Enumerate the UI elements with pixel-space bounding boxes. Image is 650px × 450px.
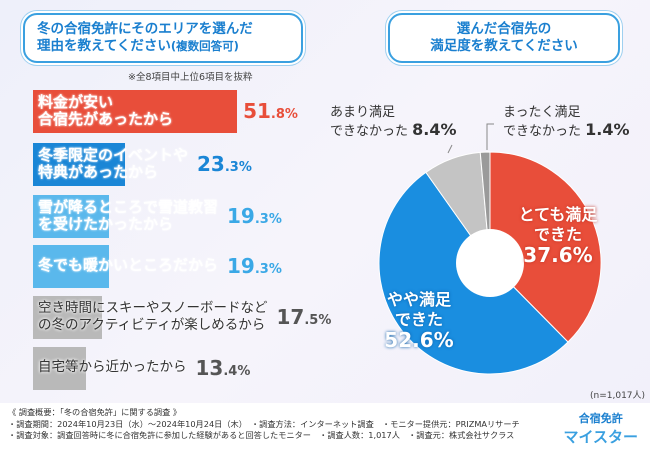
title-suffix: (複数回答可): [170, 39, 239, 53]
bar-value: 19.3%: [227, 204, 282, 228]
left-chart-title: 冬の合宿免許にそのエリアを選んだ 理由を教えてください(複数回答可): [23, 13, 303, 63]
leader-line: [486, 123, 494, 150]
bar: [33, 347, 86, 390]
bar-label-line: の冬のアクティビティが楽しめるから: [38, 317, 266, 333]
right-chart-title: 選んだ合宿先の 満足度を教えてください: [388, 13, 620, 63]
pie-label-very-satisfied: とても満足 できた 37.6%: [518, 205, 598, 267]
bar-label-line: 自宅等から近かったから: [38, 359, 187, 375]
bar-label: 冬でも暖かいところだから: [38, 257, 218, 274]
footer-line: ・調査対象：調査回答時に冬に合宿免許に参加した経験があると回答したモニター ・調…: [8, 430, 515, 440]
sample-size: (n=1,017人): [590, 391, 646, 401]
bar-label: 空き時間にスキーやスノーボードなど の冬のアクティビティが楽しめるから: [38, 300, 268, 334]
pie-label-somewhat-dissatisfied: あまり満足 できなかった 8.4%: [330, 105, 457, 139]
pie-slice: [489, 151, 602, 343]
title-line: 満足度を教えてください: [430, 38, 578, 54]
bar: [33, 296, 102, 339]
bar-label-line: 料金が安い: [38, 93, 114, 111]
bar-label: 料金が安い 合宿先があったから: [38, 94, 173, 128]
footer-line: ・調査期間：2024年10月23日（水）～2024年10月24日（木） ・調査方…: [8, 418, 520, 429]
bar-label: 雪が降るところで雪道教習 を受けたかったから: [38, 199, 218, 233]
bar: [33, 90, 238, 133]
bar-value: 23.3%: [197, 152, 252, 176]
bar-label-line: 冬でも暖かいところだから: [38, 256, 219, 274]
pie-label-very-dissatisfied: まったく満足 できなかった 1.4%: [503, 105, 630, 139]
bar-label: 冬季限定のイベントや 特典があったから: [38, 147, 188, 181]
bar-label-line: 空き時間にスキーやスノーボードなど: [38, 300, 268, 316]
bar-label-line: 合宿先があったから: [38, 110, 174, 128]
bar-value: 13.4%: [195, 356, 251, 380]
bar-label-line: を受けたかったから: [38, 215, 174, 233]
bar: [33, 143, 125, 186]
bar: [33, 245, 110, 288]
title-line: 選んだ合宿先の: [456, 21, 552, 37]
footer-line: 《 調査概要：「冬の合宿免許」に関する調査 》: [8, 407, 182, 417]
note: ※全8項目中上位6項目を抜粋: [128, 72, 253, 83]
bar: [33, 195, 110, 238]
title-line: 冬の合宿免許にそのエリアを選んだ: [37, 21, 253, 37]
bar-label-line: 特典があったから: [38, 163, 159, 181]
bar-label: 自宅等から近かったから: [38, 359, 187, 376]
logo: 合宿免許 マイスター: [563, 412, 638, 446]
bar-value: 17.5%: [276, 305, 332, 329]
bar-value: 19.3%: [227, 254, 282, 278]
survey-footer: 《 調査概要：「冬の合宿免許」に関する調査 》 ・調査期間：2024年10月23…: [0, 403, 650, 450]
title-line: 理由を教えてください: [37, 38, 171, 54]
bar-value: 51.8%: [243, 99, 298, 123]
leader-line: [447, 144, 453, 154]
bar-label-line: 冬季限定のイベントや: [38, 146, 189, 164]
donut-hole: [456, 229, 524, 297]
bar-label-line: 雪が降るところで雪道教習: [38, 198, 219, 216]
pie-label-somewhat-satisfied: やや満足 できた 52.6%: [384, 290, 454, 352]
